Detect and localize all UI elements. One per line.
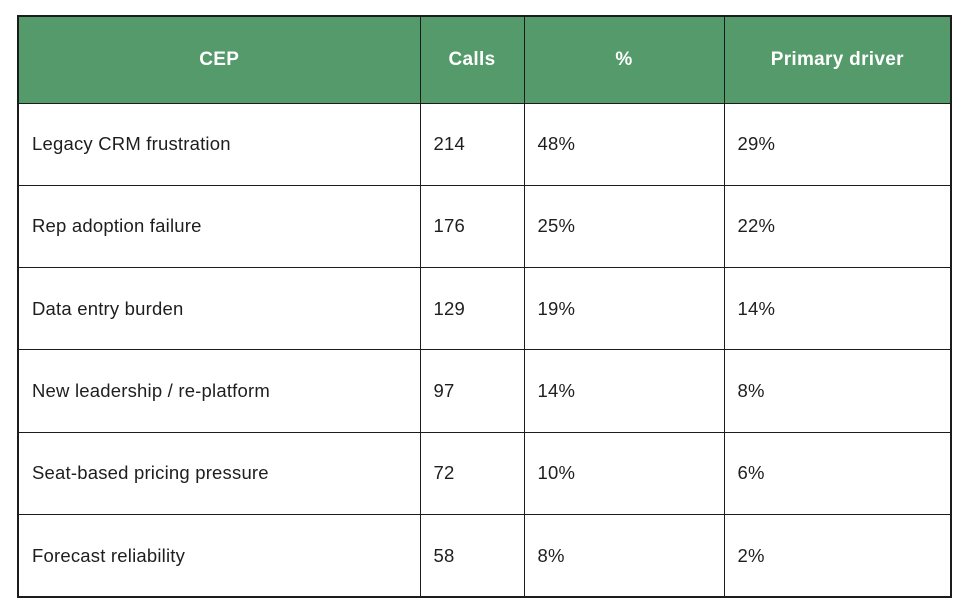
cell-cep: Rep adoption failure: [17, 184, 421, 269]
header-cell-calls: Calls: [419, 15, 525, 104]
cell-calls: 97: [419, 349, 525, 433]
cell-primary-driver: 14%: [723, 267, 952, 351]
cell-calls: 214: [419, 102, 525, 186]
table-row: New leadership / re-platform 97 14% 8%: [17, 349, 952, 433]
cell-primary-driver: 8%: [723, 349, 952, 433]
cell-percent: 14%: [523, 349, 725, 433]
cell-calls: 176: [419, 184, 525, 269]
table-body: Legacy CRM frustration 214 48% 29% Rep a…: [17, 102, 952, 598]
table-row: Data entry burden 129 19% 14%: [17, 267, 952, 351]
cell-percent: 8%: [523, 514, 725, 598]
table-row: Legacy CRM frustration 214 48% 29%: [17, 102, 952, 186]
cep-table: CEP Calls % Primary driver Legacy CRM fr…: [17, 15, 952, 598]
cell-percent: 25%: [523, 184, 725, 269]
cell-calls: 72: [419, 431, 525, 516]
cell-calls: 58: [419, 514, 525, 598]
cell-cep: New leadership / re-platform: [17, 349, 421, 433]
cell-calls: 129: [419, 267, 525, 351]
header-cell-primary-driver: Primary driver: [723, 15, 952, 104]
cell-percent: 19%: [523, 267, 725, 351]
cell-percent: 48%: [523, 102, 725, 186]
table-row: Forecast reliability 58 8% 2%: [17, 514, 952, 598]
table-header: CEP Calls % Primary driver: [17, 15, 952, 104]
cell-primary-driver: 29%: [723, 102, 952, 186]
header-cell-percent: %: [523, 15, 725, 104]
cell-cep: Data entry burden: [17, 267, 421, 351]
cell-cep: Legacy CRM frustration: [17, 102, 421, 186]
table-row: Seat-based pricing pressure 72 10% 6%: [17, 431, 952, 516]
cell-primary-driver: 6%: [723, 431, 952, 516]
cell-primary-driver: 22%: [723, 184, 952, 269]
header-cell-cep: CEP: [17, 15, 421, 104]
header-row: CEP Calls % Primary driver: [17, 15, 952, 104]
cell-percent: 10%: [523, 431, 725, 516]
cell-cep: Seat-based pricing pressure: [17, 431, 421, 516]
table-row: Rep adoption failure 176 25% 22%: [17, 184, 952, 269]
cell-primary-driver: 2%: [723, 514, 952, 598]
cell-cep: Forecast reliability: [17, 514, 421, 598]
